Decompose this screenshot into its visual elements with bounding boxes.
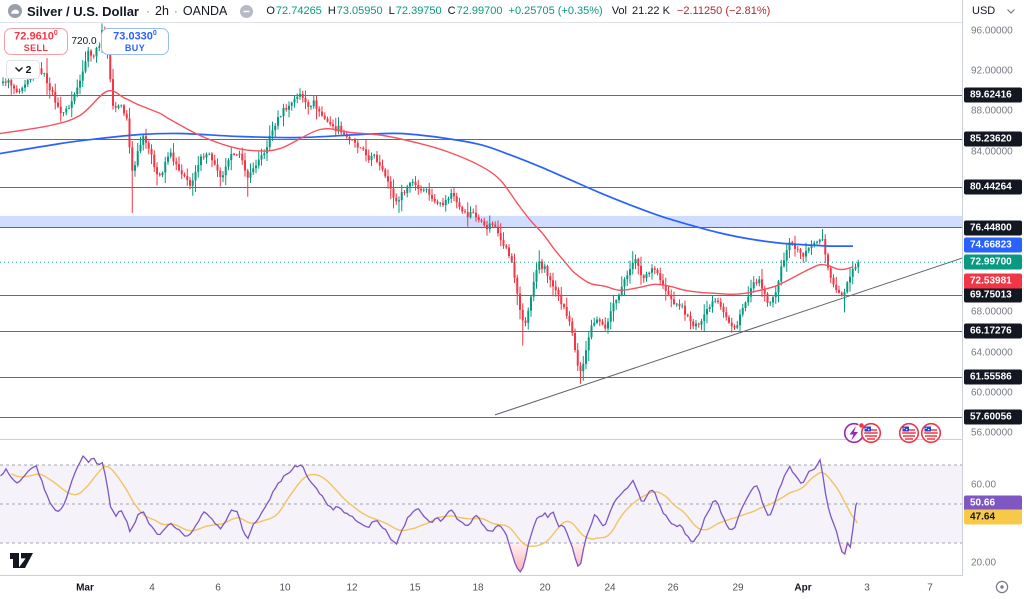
time-axis-label: 20 [539, 582, 551, 593]
volume-label: Vol [611, 5, 627, 17]
ma-red-line [0, 90, 854, 296]
rsi-pane[interactable] [0, 455, 962, 573]
currency-selector[interactable]: USD [963, 0, 1024, 22]
spread-value: 720.0 [69, 36, 99, 47]
us-economic-event-icon[interactable] [920, 422, 942, 444]
axis-settings-icon[interactable] [994, 579, 1010, 599]
buy-price: 73.0330 [113, 30, 153, 43]
time-axis-label: 10 [279, 582, 291, 593]
economic-event-flash-icon[interactable] [843, 422, 865, 444]
price-scale-tick: 56.00000 [971, 427, 1013, 439]
open-label: O [266, 5, 275, 17]
price-scale-value-label: 72.53981 [964, 273, 1022, 289]
candle-wicks-up [2, 23, 859, 381]
interval-button[interactable]: 2h [155, 4, 169, 18]
time-axis[interactable]: Mar 4 6 10 12 15 18 20 24 26 29 Apr 3 7 [0, 576, 1024, 599]
high-value: 73.05950 [336, 5, 383, 17]
time-axis-label: 26 [667, 582, 679, 593]
rsi-oversold-fill [0, 543, 857, 572]
time-axis-label: Mar [76, 582, 94, 593]
chevron-down-icon [14, 67, 23, 72]
time-axis-label: 3 [864, 582, 870, 593]
buy-button[interactable]: 73.03300 BUY [101, 28, 169, 55]
us-economic-event-icon[interactable] [898, 422, 920, 444]
buy-price-sup: 0 [152, 29, 157, 37]
price-scale-value-label: 61.55586 [964, 369, 1022, 385]
price-scale-tick: 84.00000 [971, 146, 1013, 158]
price-scale-value-label: 66.17276 [964, 323, 1022, 339]
price-scale-tick: 68.00000 [971, 306, 1013, 318]
price-scale-value-label: 72.99700 [964, 254, 1022, 270]
exchange-label[interactable]: OANDA [182, 4, 228, 18]
candle-bodies-up [2, 30, 860, 372]
buy-label: BUY [124, 43, 146, 54]
time-axis-label: 7 [927, 582, 933, 593]
price-scale-value-label: 47.64 [964, 509, 1022, 525]
price-scale-value-label: 85.23620 [964, 131, 1022, 147]
open-value: 72.74265 [275, 5, 322, 17]
volume-change: −2.11250 (−2.81%) [676, 5, 771, 17]
tradingview-logo[interactable] [10, 553, 33, 568]
ohlc-readout: O 72.74265 H 73.05950 L 72.39750 C 72.99700 … [266, 5, 602, 17]
low-label: L [388, 5, 395, 17]
volume-value: 21.22 K [632, 5, 670, 17]
price-scale-tick: 60.00 [971, 479, 997, 490]
price-scale-tick: 88.00000 [971, 105, 1013, 117]
time-axis-label: 24 [604, 582, 616, 593]
sell-button[interactable]: 72.96100 SELL [4, 28, 68, 55]
separator-dot: · [146, 4, 150, 18]
time-axis-label: 4 [149, 582, 155, 593]
main-pane[interactable] [0, 23, 965, 418]
price-scale-tick: 92.00000 [971, 65, 1013, 77]
price-scale-value-label: 89.62416 [964, 87, 1022, 103]
price-scale-value-label: 76.44800 [964, 220, 1022, 235]
price-scale-value-label: 50.66 [964, 495, 1022, 511]
price-scale-tick: 96.00000 [971, 25, 1013, 37]
price-level-lines [0, 95, 962, 418]
price-scale-value-label: 69.75013 [964, 287, 1022, 303]
chevron-down-icon [1007, 8, 1015, 14]
price-scale[interactable]: USD 96.00000 92.00000 88.00000 84.00000 68.0… [963, 0, 1024, 599]
sell-price: 72.9610 [14, 30, 54, 43]
rsi-line [0, 455, 858, 573]
time-axis-label: 29 [732, 582, 744, 593]
time-axis-label: Apr [794, 582, 812, 593]
time-axis-label: 12 [346, 582, 358, 593]
close-label: C [447, 5, 456, 17]
currency-label: USD [972, 5, 996, 17]
us-economic-event-icon[interactable] [860, 422, 882, 444]
high-label: H [327, 5, 336, 17]
object-tree-count: 2 [25, 63, 32, 76]
chart-header: Silver / U.S. Dollar · 2h · OANDA O 72.74… [0, 0, 962, 22]
symbol-title[interactable]: Silver / U.S. Dollar [27, 3, 139, 19]
low-value: 72.39750 [395, 5, 442, 17]
sell-price-sup: 0 [53, 29, 58, 37]
trendline [494, 257, 962, 416]
ma-blue-line [0, 132, 854, 247]
symbol-logo-icon[interactable] [8, 4, 22, 18]
sell-label: SELL [23, 43, 49, 54]
object-tree-toggle[interactable]: 2 [6, 60, 40, 79]
change-value: +0.25705 (+0.35%) [508, 5, 603, 17]
close-value: 72.99700 [456, 5, 503, 17]
collapse-circle-icon[interactable] [240, 4, 254, 18]
price-scale-value-label: 74.66823 [964, 237, 1022, 253]
time-axis-label: 15 [409, 582, 421, 593]
time-axis-label: 18 [472, 582, 484, 593]
candle-wicks-down [5, 26, 843, 384]
event-markers[interactable] [843, 422, 942, 444]
price-scale-value-label: 80.44264 [964, 179, 1022, 195]
price-scale-value-label: 57.60056 [964, 409, 1022, 425]
candle-bodies-down [4, 30, 843, 372]
separator-dot: · [173, 4, 178, 18]
time-axis-label: 6 [215, 582, 221, 593]
price-scale-tick: 60.00000 [971, 387, 1013, 399]
price-scale-tick: 64.00000 [971, 347, 1013, 359]
price-scale-tick: 20.00 [971, 557, 997, 568]
